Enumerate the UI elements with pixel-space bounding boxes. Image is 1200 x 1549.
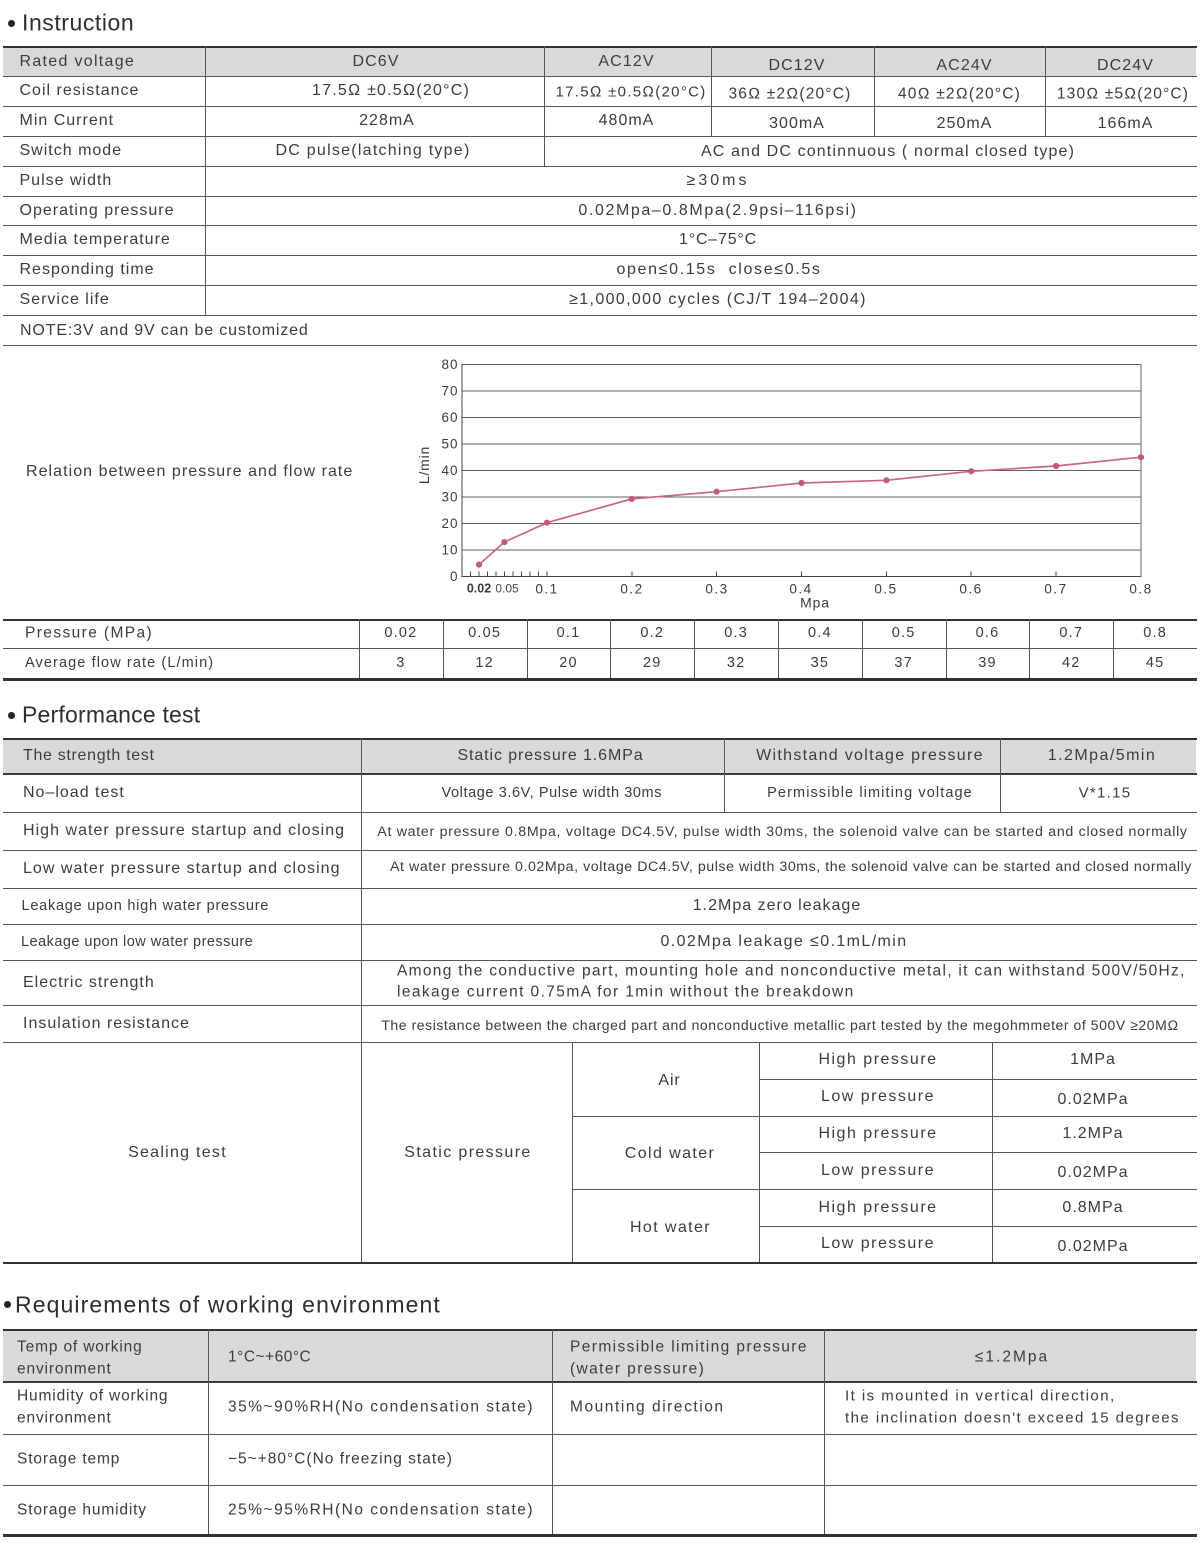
svg-text:0: 0 [450, 569, 459, 584]
svg-text:0.2: 0.2 [620, 582, 643, 597]
svg-text:20: 20 [441, 516, 458, 531]
svg-text:80: 80 [441, 357, 458, 372]
svg-text:70: 70 [441, 384, 458, 399]
svg-text:50: 50 [441, 437, 458, 452]
svg-text:0.7: 0.7 [1044, 582, 1067, 597]
svg-text:0.1: 0.1 [535, 582, 558, 597]
svg-text:10: 10 [441, 543, 458, 558]
svg-text:0.02: 0.02 [467, 582, 491, 596]
svg-text:0.05: 0.05 [495, 582, 519, 596]
svg-text:0.6: 0.6 [959, 582, 982, 597]
svg-text:0.3: 0.3 [705, 582, 728, 597]
svg-text:0.8: 0.8 [1129, 582, 1152, 597]
svg-text:0.5: 0.5 [874, 582, 897, 597]
svg-text:Mpa: Mpa [800, 595, 830, 611]
svg-text:30: 30 [441, 490, 458, 505]
svg-text:0.4: 0.4 [789, 582, 812, 597]
svg-text:40: 40 [441, 463, 458, 478]
svg-text:60: 60 [441, 410, 458, 425]
